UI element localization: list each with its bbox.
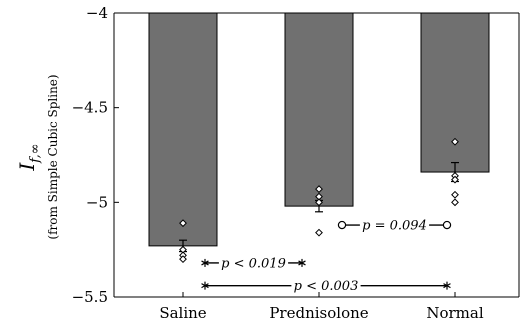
bar-prednisolone <box>284 12 354 207</box>
asterisk-stroke <box>201 260 209 266</box>
asterisk-stroke <box>298 260 306 266</box>
asterisk-marker <box>298 258 306 267</box>
data-point-normal <box>451 190 459 199</box>
asterisk-marker <box>201 281 209 290</box>
asterisk-stroke <box>201 283 209 289</box>
data-point-saline <box>179 255 187 264</box>
significance-annotation: p = 0.094 <box>337 219 452 234</box>
data-point-normal <box>451 175 459 184</box>
data-point-saline <box>179 219 187 228</box>
x-category-label: Prednisolone <box>269 304 368 322</box>
bar-saline <box>148 12 218 247</box>
significance-annotation: p < 0.003 <box>201 279 451 294</box>
y-tick-label: −5 <box>86 193 108 211</box>
y-axis-label-main: If,∞ <box>15 143 43 171</box>
y-tick-label: −4 <box>86 4 108 22</box>
asterisk-marker <box>201 258 209 267</box>
significance-annotation: p < 0.019 <box>201 256 306 271</box>
annotation-label: p = 0.094 <box>362 219 427 234</box>
data-point-normal <box>451 198 459 207</box>
asterisk-stroke <box>443 283 451 289</box>
data-point-prednisolone <box>315 198 323 207</box>
asterisk-marker <box>443 281 451 290</box>
y-tick-label: −5.5 <box>72 288 108 306</box>
y-tick-label: −4.5 <box>72 99 108 117</box>
bar-normal <box>420 12 490 173</box>
data-point-normal <box>451 137 459 146</box>
x-category-label: Saline <box>159 304 206 322</box>
circle-marker <box>442 220 452 230</box>
data-point-prednisolone <box>315 228 323 237</box>
y-axis-label-note: (from Simple Cubic Spline) <box>46 74 60 239</box>
annotation-label: p < 0.019 <box>221 256 286 271</box>
circle-marker <box>337 220 347 230</box>
annotation-label: p < 0.003 <box>294 279 359 294</box>
data-point-prednisolone <box>315 185 323 193</box>
y-axis-label: If,∞ (from Simple Cubic Spline) <box>15 74 60 239</box>
x-category-label: Normal <box>426 304 483 322</box>
